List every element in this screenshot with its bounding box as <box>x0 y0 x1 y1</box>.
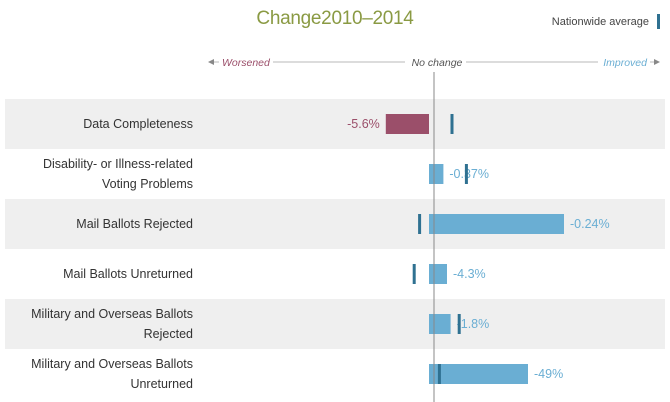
scale-axis: Worsened No change Improved <box>208 54 660 70</box>
category-label: Data Completeness <box>83 117 193 131</box>
scale-bg-improved <box>598 54 650 70</box>
category-label: Disability- or Illness-related <box>43 157 193 171</box>
chart-row: Disability- or Illness-related Voting Pro… <box>43 157 489 191</box>
chart-row: Military and Overseas Ballots Rejected -1.… <box>5 299 665 349</box>
row-band <box>5 299 665 349</box>
arrow-right-icon <box>654 59 660 65</box>
value-label: -5.6% <box>347 117 380 131</box>
scale-label-improved: Improved <box>603 57 648 69</box>
chart-row: Military and Overseas Ballots Unreturned -… <box>31 357 563 391</box>
nationwide-average-marker <box>418 214 422 234</box>
chart-row: Mail Ballots Rejected -0.24% <box>5 199 665 249</box>
title-years: 2010–2014 <box>321 8 414 29</box>
value-label: -49% <box>534 367 563 381</box>
chart-title: Change2010–2014 <box>0 8 670 30</box>
chart-row: Data Completeness -5.6% <box>5 99 665 149</box>
legend: Nationwide average <box>552 14 660 29</box>
nationwide-average-marker <box>457 314 461 334</box>
category-label: Mail Ballots Unreturned <box>63 267 193 281</box>
scale-bg-worsened <box>219 54 273 70</box>
value-label: -1.8% <box>457 317 490 331</box>
row-band <box>5 99 665 149</box>
category-label: Military and Overseas Ballots <box>31 307 193 321</box>
category-label: Voting Problems <box>102 177 193 191</box>
bar <box>429 214 564 234</box>
scale-label-worsened: Worsened <box>222 57 271 69</box>
scale-label-no-change: No change <box>412 57 463 69</box>
bar <box>429 164 444 184</box>
legend-label: Nationwide average <box>551 15 649 28</box>
category-label: Rejected <box>144 327 193 341</box>
category-label: Unreturned <box>130 377 193 391</box>
chart-rows: Data Completeness -5.6% Disability- or Ill… <box>5 99 665 391</box>
bar <box>429 364 528 384</box>
bar <box>385 114 429 134</box>
bar <box>429 264 447 284</box>
category-label: Mail Ballots Rejected <box>76 217 193 231</box>
nationwide-average-marker <box>437 364 441 384</box>
nationwide-average-marker <box>450 114 454 134</box>
chart-row: Mail Ballots Unreturned -4.3% <box>63 264 486 284</box>
title-main: Change <box>256 8 322 29</box>
nationwide-average-marker <box>412 264 416 284</box>
legend-marker-icon <box>657 14 660 29</box>
value-label: -4.3% <box>453 267 486 281</box>
bar <box>429 314 451 334</box>
value-label: -0.24% <box>570 217 610 231</box>
value-label: -0.37% <box>449 167 489 181</box>
arrow-left-icon <box>208 59 214 65</box>
nationwide-average-marker <box>464 164 468 184</box>
category-label: Military and Overseas Ballots <box>31 357 193 371</box>
